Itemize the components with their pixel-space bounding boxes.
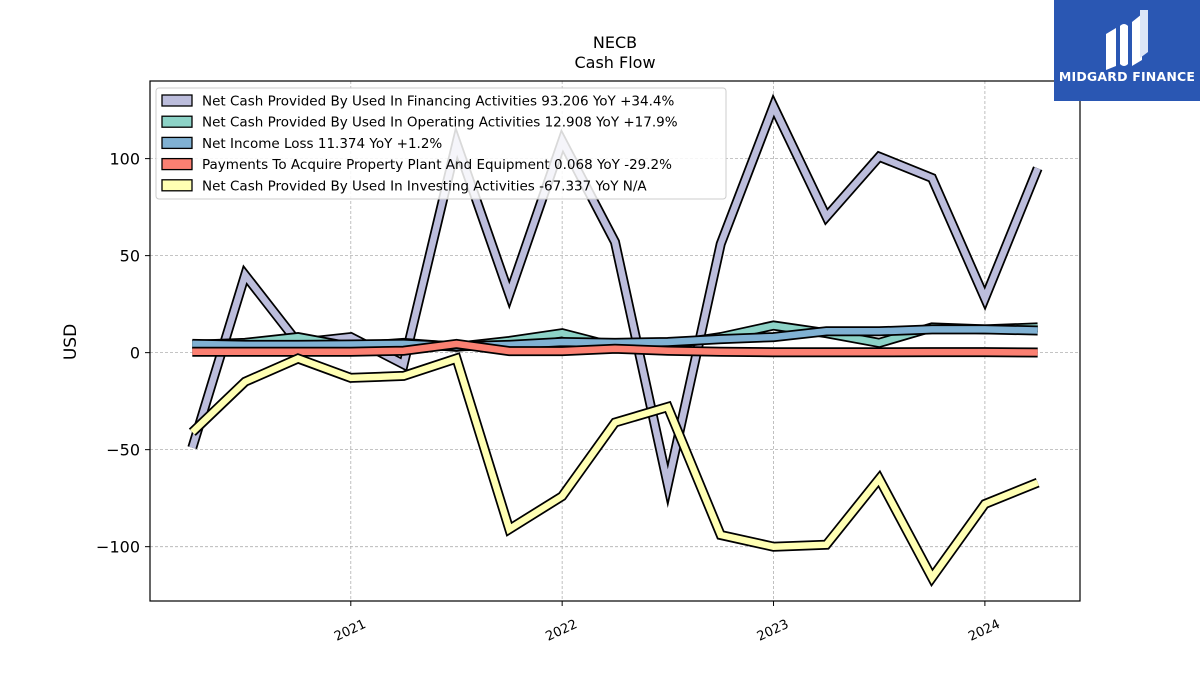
logo-mark-icon xyxy=(1106,10,1148,70)
x-tick-label: 2021 xyxy=(332,617,368,645)
legend-entry: Net Cash Provided By Used In Financing A… xyxy=(202,94,674,110)
series-line xyxy=(190,354,1039,584)
legend-entry: Net Cash Provided By Used In Investing A… xyxy=(202,178,647,194)
x-tick-label: 2024 xyxy=(966,617,1002,645)
legend: Net Cash Provided By Used In Financing A… xyxy=(155,87,727,200)
chart-subtitle: Cash Flow xyxy=(574,53,655,72)
series-net-cash-provided-by-used-in-investing-activities xyxy=(188,352,1040,588)
x-tick-label: 2022 xyxy=(544,617,580,645)
series-payments-to-acquire-property-plant-and-equipment xyxy=(192,338,1038,358)
legend-box xyxy=(155,87,727,200)
series-line xyxy=(192,326,1038,350)
chart-title: NECB xyxy=(593,33,637,52)
legend-swatch xyxy=(161,136,193,150)
legend-entry: Net Income Loss 11.374 YoY +1.2% xyxy=(202,136,442,152)
series-line xyxy=(192,340,1038,356)
legend-entry: Payments To Acquire Property Plant And E… xyxy=(202,157,672,173)
y-tick-label: −100 xyxy=(96,538,140,557)
legend-entry: Net Cash Provided By Used In Operating A… xyxy=(202,115,678,131)
series-layer xyxy=(187,93,1043,588)
y-axis-label: USD xyxy=(61,324,81,360)
legend-swatch xyxy=(161,115,193,128)
y-tick-label: −50 xyxy=(106,441,140,460)
y-tick-label: 100 xyxy=(109,150,140,169)
midgard-finance-logo: MIDGARD FINANCE xyxy=(1054,0,1200,101)
logo-text: MIDGARD FINANCE xyxy=(1058,69,1196,84)
series-net-income-loss xyxy=(192,324,1038,352)
x-tick-label: 2023 xyxy=(755,617,791,645)
y-tick-label: 0 xyxy=(130,344,140,363)
legend-swatch xyxy=(161,94,193,107)
legend-swatch xyxy=(161,179,193,192)
y-tick-label: 50 xyxy=(120,247,140,266)
legend-swatch xyxy=(161,157,193,171)
plot-area-frame xyxy=(149,80,1081,602)
